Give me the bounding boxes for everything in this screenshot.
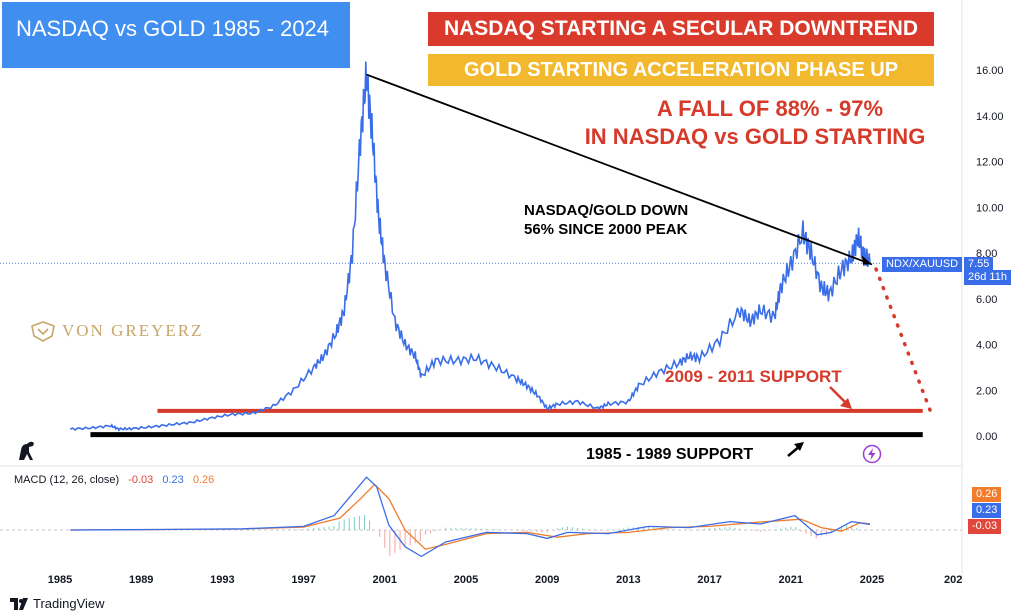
x-tick-label: 2017 xyxy=(697,574,721,586)
tradingview-label: TradingView xyxy=(33,596,105,611)
y-tick-label: 16.00 xyxy=(976,65,1004,77)
macd-hist-value: -0.03 xyxy=(128,474,154,486)
projection-line xyxy=(874,267,935,420)
macd-line xyxy=(70,476,871,558)
price-tag-countdown: 26d 11h xyxy=(964,270,1011,285)
macd-tag-hist: -0.03 xyxy=(968,519,1002,534)
x-tick-label: 202 xyxy=(944,574,962,586)
macd-legend: MACD (12, 26, close) -0.03 0.23 0.26 xyxy=(14,474,214,486)
support-2009-label: 2009 - 2011 SUPPORT xyxy=(665,367,842,386)
down-annotation-line1: NASDAQ/GOLD DOWN xyxy=(524,202,689,219)
support-2009-arrowhead xyxy=(840,398,852,409)
x-tick-label: 2013 xyxy=(616,574,640,586)
tradingview-branding[interactable]: TradingView xyxy=(10,596,105,611)
macd-label: MACD (12, 26, close) xyxy=(14,474,120,486)
lightning-icon[interactable] xyxy=(862,444,882,464)
x-tick-label: 1989 xyxy=(129,574,153,586)
y-tick-label: 6.00 xyxy=(976,294,997,306)
tradingview-icon xyxy=(10,597,28,610)
down-annotation-line2: 56% SINCE 2000 PEAK xyxy=(524,221,688,238)
x-tick-label: 1993 xyxy=(210,574,234,586)
x-tick-label: 2021 xyxy=(779,574,803,586)
banner-secular-downtrend: NASDAQ STARTING A SECULAR DOWNTREND xyxy=(428,12,934,46)
x-tick-label: 1985 xyxy=(48,574,72,586)
macd-layer xyxy=(0,476,962,558)
y-tick-label: 2.00 xyxy=(976,385,997,397)
support-lines xyxy=(90,408,923,438)
y-tick-label: 12.00 xyxy=(976,157,1004,169)
trend-layer xyxy=(366,73,935,457)
y-tick-label: 10.00 xyxy=(976,202,1004,214)
y-tick-label: 4.00 xyxy=(976,340,997,352)
banner-gold-acceleration: GOLD STARTING ACCELERATION PHASE UP xyxy=(428,54,934,86)
fall-annotation-line2: IN NASDAQ vs GOLD STARTING xyxy=(584,124,926,149)
series-layer xyxy=(69,61,871,432)
macd-signal-value: 0.26 xyxy=(192,474,215,486)
series-line xyxy=(69,61,871,432)
macd-line-value: 0.23 xyxy=(162,474,184,486)
x-tick-label: 2025 xyxy=(860,574,884,586)
macd-tag-macd: 0.23 xyxy=(972,503,1002,518)
logo: VON GREYERZ xyxy=(30,320,203,342)
crest-icon xyxy=(31,321,55,342)
price-tag-symbol: NDX/XAUUSD xyxy=(882,257,963,272)
x-tick-label: 2001 xyxy=(373,574,397,586)
support-1985-label: 1985 - 1989 SUPPORT xyxy=(586,446,754,463)
price-tag-value: 7.55 xyxy=(964,257,994,272)
x-tick-label: 2005 xyxy=(454,574,478,586)
x-tick-label: 2009 xyxy=(535,574,559,586)
x-axis: 1985 1989 1993 1997 2001 2005 2009 2013 2017 2021… xyxy=(48,574,963,586)
logo-text: VON GREYERZ xyxy=(62,321,204,340)
macd-signal-line xyxy=(70,483,871,550)
chart-title: NASDAQ vs GOLD 1985 - 2024 xyxy=(2,2,350,68)
macd-tag-signal: 0.26 xyxy=(972,487,1002,502)
y-tick-label: 0.00 xyxy=(976,431,997,443)
support-1985-arrowhead xyxy=(794,442,804,451)
trend-arrowhead xyxy=(862,255,872,265)
dino-icon[interactable] xyxy=(16,438,38,462)
fall-annotation-line1: A FALL OF 88% - 97% xyxy=(656,96,884,121)
x-tick-label: 1997 xyxy=(291,574,315,586)
trend-line xyxy=(366,73,873,266)
y-tick-label: 14.00 xyxy=(976,111,1004,123)
